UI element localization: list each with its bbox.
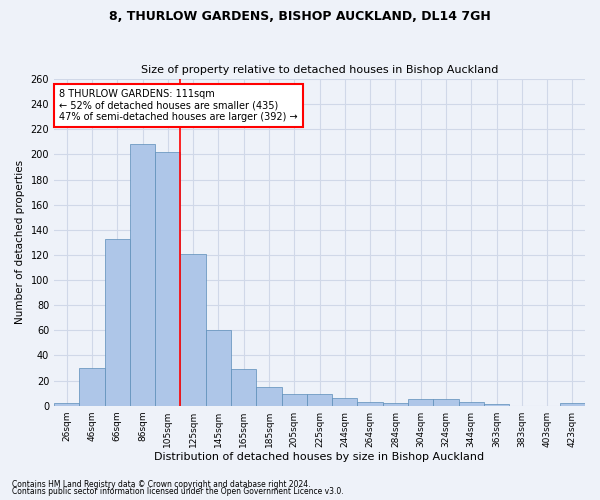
Bar [104,238,130,406]
Bar [206,330,231,406]
Bar [408,400,433,406]
Bar [231,370,256,406]
Bar [281,394,307,406]
Bar [54,403,79,406]
Bar [458,402,484,406]
Bar [181,254,206,406]
Y-axis label: Number of detached properties: Number of detached properties [15,160,25,324]
X-axis label: Distribution of detached houses by size in Bishop Auckland: Distribution of detached houses by size … [154,452,485,462]
Bar [332,398,358,406]
Title: Size of property relative to detached houses in Bishop Auckland: Size of property relative to detached ho… [141,66,498,76]
Bar [130,144,155,406]
Bar [560,403,585,406]
Bar [256,387,281,406]
Bar [484,404,509,406]
Bar [358,402,383,406]
Bar [433,400,458,406]
Text: Contains HM Land Registry data © Crown copyright and database right 2024.: Contains HM Land Registry data © Crown c… [12,480,311,489]
Bar [79,368,104,406]
Text: 8 THURLOW GARDENS: 111sqm
← 52% of detached houses are smaller (435)
47% of semi: 8 THURLOW GARDENS: 111sqm ← 52% of detac… [59,89,298,122]
Text: Contains public sector information licensed under the Open Government Licence v3: Contains public sector information licen… [12,487,344,496]
Bar [155,152,181,406]
Bar [307,394,332,406]
Text: 8, THURLOW GARDENS, BISHOP AUCKLAND, DL14 7GH: 8, THURLOW GARDENS, BISHOP AUCKLAND, DL1… [109,10,491,23]
Bar [383,403,408,406]
